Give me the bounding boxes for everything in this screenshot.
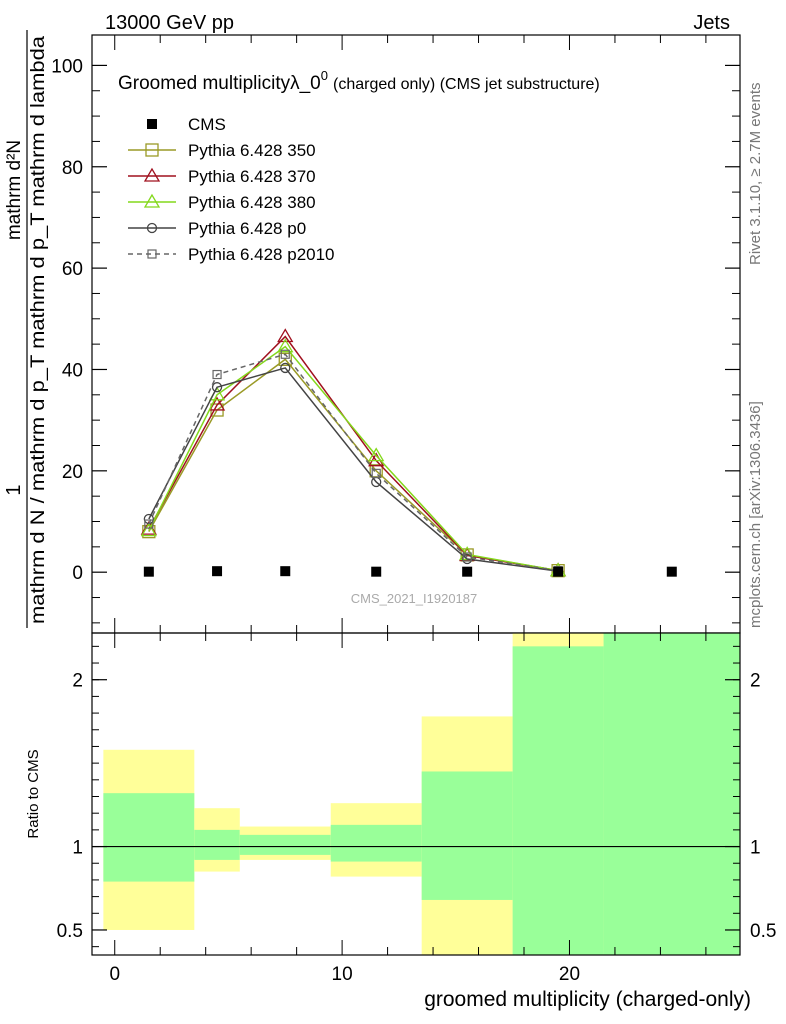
- ratio-y-tick-label-right: 0.5: [750, 921, 776, 942]
- main-plot: CMS_2021_I1920187 0 20 40 60 80 100 Groomed m…: [51, 34, 741, 634]
- legend-marker: [143, 167, 161, 182]
- data-point: [462, 552, 472, 562]
- legend-entry: Pythia 6.428 380: [128, 193, 316, 212]
- legend-label: Pythia 6.428 p0: [188, 219, 306, 238]
- legend-marker: [147, 249, 157, 259]
- data-point: [280, 566, 291, 577]
- main-y-label: 1 mathrm d²N mathrm d N / mathrm d p_T m…: [3, 30, 49, 628]
- legend-entry: Pythia 6.428 370: [128, 167, 316, 186]
- legend-label: Pythia 6.428 370: [188, 167, 316, 186]
- y-tick-label: 80: [62, 158, 83, 179]
- y-tick-label: 60: [62, 259, 83, 280]
- legend-entry: Pythia 6.428 p0: [128, 219, 306, 238]
- ratio-y-tick-label: 1: [72, 838, 83, 859]
- data-point: [553, 566, 564, 577]
- legend-entry: Pythia 6.428 350: [128, 141, 316, 160]
- process-label: Jets: [693, 12, 730, 34]
- plot-title-sup: 0: [321, 68, 328, 83]
- x-tick-label: 0: [109, 964, 120, 985]
- x-tick-label: 10: [332, 964, 353, 985]
- ratio-band-inner: [421, 771, 513, 900]
- data-point: [462, 566, 473, 577]
- data-point: [212, 566, 223, 577]
- data-point: [371, 468, 381, 478]
- plot-title-main: Groomed multiplicityλ_0: [118, 73, 321, 94]
- data-point: [277, 328, 294, 343]
- data-point: [211, 382, 223, 393]
- data-point: [280, 349, 290, 359]
- series-cms: [143, 566, 677, 577]
- data-point: [278, 352, 292, 366]
- data-point: [666, 566, 677, 577]
- y-tick-label: 20: [62, 462, 83, 483]
- ratio-y-tick-label-right: 1: [750, 838, 761, 859]
- ratio-band-inner: [603, 633, 740, 955]
- data-point: [140, 522, 157, 537]
- legend-marker: [143, 193, 161, 208]
- data-point: [368, 447, 385, 462]
- energy-label: 13000 GeV pp: [105, 12, 234, 34]
- rivet-label: Rivet 3.1.10, ≥ 2.7M events: [747, 83, 764, 266]
- ratio-y-tick-label-right: 2: [750, 671, 761, 692]
- y-tick-label: 40: [62, 360, 83, 381]
- series-line: [148, 353, 559, 572]
- legend-entry: Pythia 6.428 p2010: [128, 245, 335, 264]
- ratio-y-tick-label: 2: [72, 671, 83, 692]
- series-pythia-6-428-p2010: [144, 349, 563, 576]
- data-point: [277, 338, 294, 353]
- y-label-dn: mathrm d²N: [4, 140, 25, 240]
- ratio-y-label: Ratio to CMS: [25, 749, 42, 838]
- mcplots-label: mcplots.cern.ch [arXiv:1306.3436]: [747, 401, 764, 628]
- legend: CMS Pythia 6.428 350 Pythia 6.428 370 Pythi…: [128, 115, 335, 264]
- ratio-band-inner: [103, 793, 195, 882]
- legend-label: Pythia 6.428 p2010: [188, 245, 335, 264]
- ratio-band-inner: [512, 646, 604, 955]
- series-line: [148, 335, 559, 572]
- y-label-denominator: mathrm d N / mathrm d p_T mathrm d p_T m…: [28, 36, 49, 624]
- legend-label: CMS: [188, 115, 226, 134]
- ratio-band-inner: [330, 824, 422, 862]
- plot-title-suffix: (charged only) (CMS jet substructure): [333, 76, 600, 93]
- legend-entry: CMS: [147, 115, 226, 134]
- ratio-band-inner: [239, 834, 331, 855]
- legend-marker: [145, 143, 159, 157]
- data-point: [280, 362, 291, 374]
- series-pythia-6-428-350: [142, 352, 565, 578]
- data-point: [371, 566, 382, 577]
- series-pythia-6-428-380: [140, 338, 567, 577]
- plot-title: Groomed multiplicityλ_00 (charged only) (…: [118, 68, 600, 94]
- series-line: [148, 345, 559, 572]
- watermark: CMS_2021_I1920187: [351, 591, 478, 606]
- ratio-plot: 0.5 0.51 12 20 10 20: [57, 632, 776, 985]
- legend-label: Pythia 6.428 350: [188, 141, 316, 160]
- x-tick-label: 20: [559, 964, 580, 985]
- series-line: [148, 367, 559, 572]
- y-tick-label: 0: [72, 563, 83, 584]
- y-label-numerator: 1: [3, 484, 25, 495]
- data-point: [143, 566, 154, 577]
- series-pythia-6-428-p0: [143, 362, 564, 577]
- data-point: [212, 369, 222, 380]
- legend-label: Pythia 6.428 380: [188, 193, 316, 212]
- legend-marker: [146, 222, 158, 234]
- data-point: [208, 396, 226, 411]
- ratio-y-tick-label: 0.5: [57, 921, 83, 942]
- ratio-plot-frame: [91, 632, 741, 956]
- x-axis-label: groomed multiplicity (charged-only): [424, 988, 751, 1011]
- legend-marker: [147, 119, 157, 129]
- ratio-band-inner: [194, 829, 240, 860]
- y-tick-label: 100: [51, 56, 83, 77]
- data-point: [144, 519, 154, 529]
